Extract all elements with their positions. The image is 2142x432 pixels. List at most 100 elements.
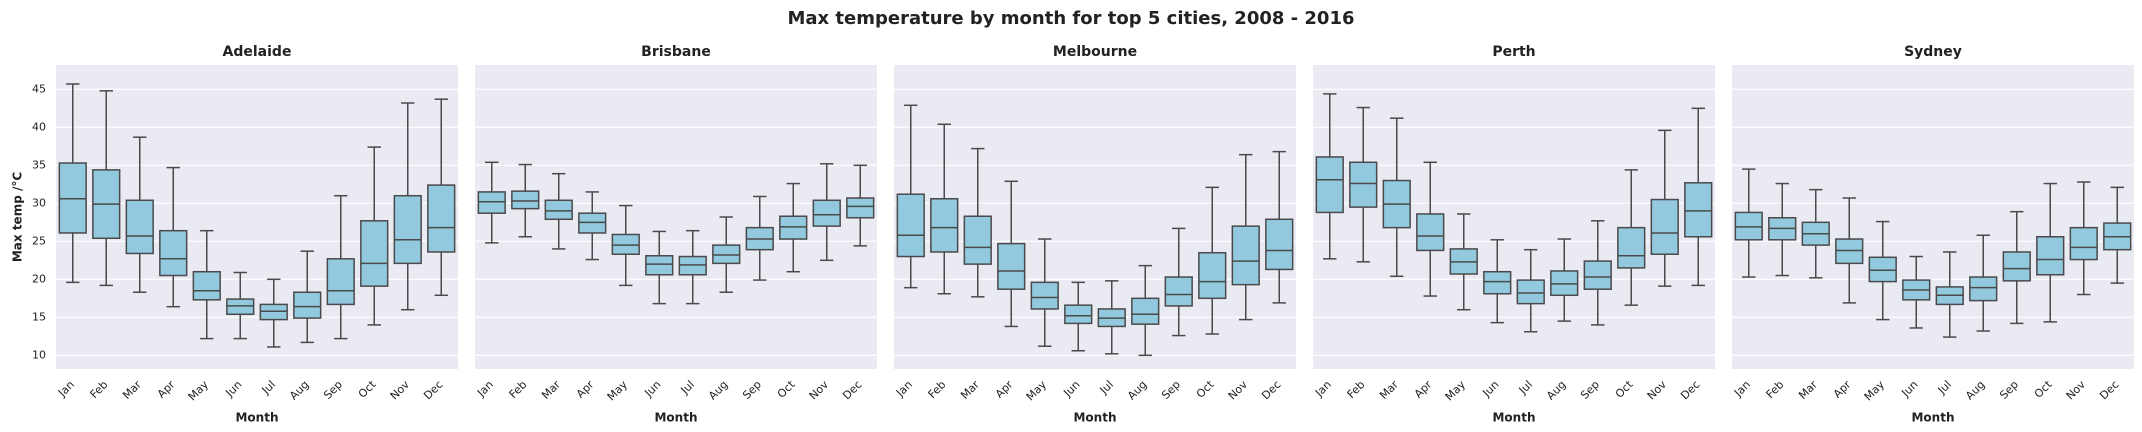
x-tick-label: Oct: [1194, 378, 1217, 401]
box: [1483, 270, 1512, 295]
box: [1969, 276, 1998, 302]
x-axis-label: Month: [1073, 411, 1116, 425]
box: [1734, 211, 1763, 241]
x-axis-label: Month: [654, 411, 697, 425]
box: [1583, 260, 1612, 290]
x-tick-label: Apr: [574, 378, 597, 401]
plot-background: [1732, 65, 2134, 369]
x-tick-label: Jan: [1731, 378, 1753, 400]
box: [1684, 182, 1713, 238]
box: [1416, 213, 1445, 252]
box: [846, 197, 875, 219]
x-tick-label: Nov: [1226, 378, 1251, 403]
box: [963, 215, 992, 265]
x-tick-label: Apr: [1831, 378, 1854, 401]
x-tick-label: Mar: [1796, 378, 1820, 402]
box: [1265, 218, 1294, 271]
x-tick-label: Jul: [1516, 378, 1535, 397]
box: [645, 255, 674, 276]
box: [393, 194, 422, 265]
box: [1868, 256, 1897, 283]
x-tick-label: Jan: [1312, 378, 1334, 400]
y-tick-label: 35: [32, 158, 46, 171]
box: [2002, 251, 2031, 282]
box: [1198, 251, 1227, 300]
x-tick-label: Sep: [740, 378, 764, 402]
x-axis-label: Month: [235, 411, 278, 425]
box: [930, 198, 959, 253]
x-tick-label: Apr: [1412, 378, 1435, 401]
x-tick-label: Dec: [1678, 378, 1702, 402]
x-axis-label: Month: [1911, 411, 1954, 425]
x-tick-label: Feb: [1345, 378, 1368, 401]
box: [2036, 236, 2065, 276]
x-tick-label: Oct: [1613, 378, 1636, 401]
box: [896, 193, 925, 258]
x-tick-label: Oct: [2032, 378, 2055, 401]
figure-title: Max temperature by month for top 5 citie…: [788, 8, 1355, 29]
x-tick-label: Dec: [2097, 378, 2121, 402]
box: [1550, 270, 1579, 297]
y-tick-label: 10: [32, 348, 46, 361]
x-tick-label: Feb: [1764, 378, 1787, 401]
y-tick-label: 25: [32, 234, 46, 247]
y-tick-label: 40: [32, 120, 46, 133]
box: [578, 212, 607, 234]
x-tick-label: Mar: [1377, 378, 1401, 402]
y-tick-label: 30: [32, 196, 46, 209]
x-tick-label: Sep: [1997, 378, 2021, 402]
box: [812, 199, 841, 227]
box: [997, 242, 1026, 290]
x-tick-label: Nov: [807, 378, 832, 403]
plot-background: [56, 65, 458, 369]
x-tick-label: May: [1862, 378, 1888, 404]
x-tick-label: Sep: [1159, 378, 1183, 402]
box: [1650, 198, 1679, 255]
box: [544, 199, 573, 221]
panel-title: Perth: [1492, 44, 1535, 60]
box: [360, 220, 389, 287]
plot-background: [1313, 65, 1715, 369]
x-tick-label: Oct: [356, 378, 379, 401]
x-tick-label: Oct: [775, 378, 798, 401]
x-tick-label: Jan: [474, 378, 496, 400]
box: [511, 190, 540, 210]
box: [1164, 276, 1193, 307]
x-tick-label: Jun: [222, 378, 244, 400]
x-tick-label: Mar: [958, 378, 982, 402]
x-tick-label: Apr: [155, 378, 178, 401]
box: [1516, 279, 1545, 305]
x-tick-label: Feb: [507, 378, 530, 401]
box: [1835, 238, 1864, 265]
x-tick-label: Dec: [421, 378, 445, 402]
box: [2069, 226, 2098, 261]
box: [779, 215, 808, 240]
box: [427, 184, 456, 253]
box: [125, 199, 154, 255]
x-tick-label: May: [1443, 378, 1469, 404]
box: [1617, 226, 1646, 269]
x-tick-label: Jan: [893, 378, 915, 400]
x-axis-label: Month: [1492, 411, 1535, 425]
x-tick-label: Aug: [287, 378, 311, 402]
box: [678, 255, 707, 276]
plot-background: [475, 65, 877, 369]
x-tick-label: Aug: [706, 378, 730, 402]
box: [226, 298, 255, 316]
x-tick-label: Dec: [840, 378, 864, 402]
box: [58, 162, 87, 234]
y-tick-label: 20: [32, 272, 46, 285]
box: [1315, 156, 1344, 214]
y-tick-label: 45: [32, 82, 46, 95]
x-tick-label: May: [186, 378, 212, 404]
x-tick-label: Sep: [1578, 378, 1602, 402]
box: [1231, 225, 1260, 286]
panel-title: Sydney: [1904, 44, 1962, 60]
box: [477, 191, 506, 214]
box: [1131, 297, 1160, 325]
box: [611, 233, 640, 255]
plot-background: [894, 65, 1296, 369]
box: [712, 244, 741, 265]
x-tick-label: Nov: [2064, 378, 2089, 403]
